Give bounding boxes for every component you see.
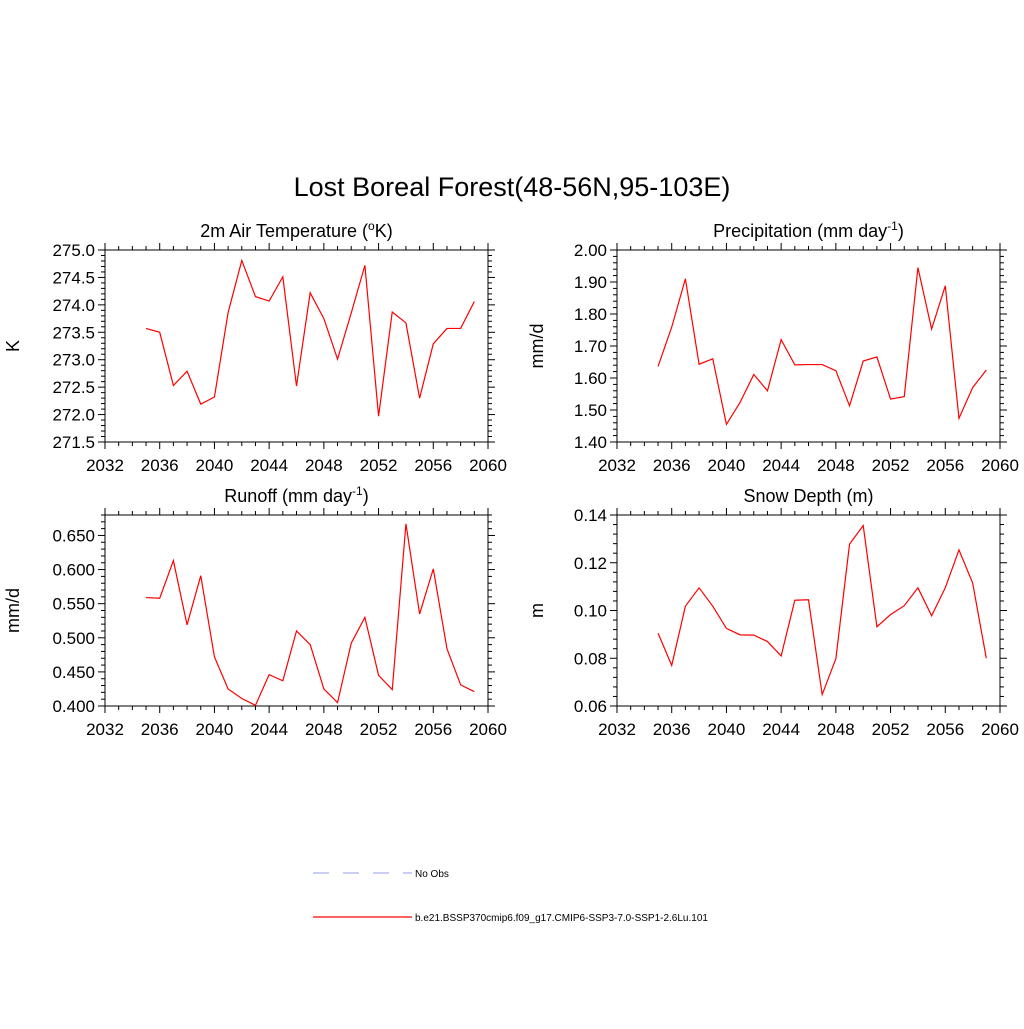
y-tick-label: 0.10 [574,602,607,621]
y-tick-label: 0.550 [52,595,95,614]
y-tick-label: 0.06 [574,697,607,716]
y-tick-label: 272.0 [52,406,95,425]
panel-title: Precipitation (mm day-1) [713,219,904,241]
panel-1: 2032 2036 2040 2044 2048 2052 2056 2060 271.5 272… [3,219,507,475]
x-tick-label: 2048 [817,456,855,475]
y-tick-label: 275.0 [52,241,95,260]
panel-title-sup: -1 [352,484,363,498]
y-tick-label: 1.70 [574,337,607,356]
x-tick-label: 2036 [653,720,691,739]
x-tick-label: 2032 [86,720,124,739]
y-tick-label: 273.5 [52,323,95,342]
legend: No Obs b.e21.BSSP370cmip6.f09_g17.CMIP6-S… [313,869,708,924]
panel-title-sup: o [368,219,375,233]
x-tick-label: 2044 [250,456,288,475]
y-tick-label: 0.08 [574,649,607,668]
series-line [657,523,987,697]
panel-title-main: Precipitation (mm day [713,221,887,241]
x-tick-label: 2044 [762,720,800,739]
y-tick-label: 1.50 [574,401,607,420]
y-tick-label: 0.600 [52,561,95,580]
x-tick-label: 2044 [250,720,288,739]
x-tick-label: 2052 [360,720,398,739]
x-tick-label: 2056 [926,720,964,739]
y-axis-label: mm/d [3,588,23,633]
y-tick-label: 0.12 [574,554,607,573]
y-tick-label: 2.00 [574,241,607,260]
x-tick-label: 2060 [981,456,1019,475]
x-tick-label: 2040 [708,720,746,739]
y-tick-label: 274.0 [52,296,95,315]
legend-label-1: No Obs [415,869,449,880]
figure-title: Lost Boreal Forest(48-56N,95-103E) [294,172,731,202]
x-tick-label: 2052 [360,456,398,475]
x-tick-label: 2044 [762,456,800,475]
x-tick-label: 2048 [305,456,343,475]
y-tick-label: 1.60 [574,369,607,388]
x-tick-label: 2056 [926,456,964,475]
y-tick-label: 273.0 [52,351,95,370]
y-tick-label: 0.14 [574,506,607,525]
y-tick-label: 274.5 [52,268,95,287]
y-tick-label: 272.5 [52,378,95,397]
panel-4: 2032 2036 2040 2044 2048 2052 2056 2060 0.06 0.08… [527,486,1019,739]
series-line [657,267,987,426]
panel-title-tail: ) [898,221,904,241]
panels: 2032 2036 2040 2044 2048 2052 2056 2060 271.5 272… [3,219,1019,739]
x-tick-label: 2032 [598,456,636,475]
x-tick-label: 2032 [598,720,636,739]
x-tick-label: 2040 [708,456,746,475]
plot-frame [104,514,489,707]
panel-title-main: 2m Air Temperature ( [200,221,368,241]
panel-title-main: Snow Depth (m) [743,486,873,506]
panel-title-sup: -1 [887,219,898,233]
plot-frame [616,514,1001,707]
panel-title: Snow Depth (m) [743,486,873,506]
y-tick-label: 1.90 [574,273,607,292]
y-tick-label: 1.80 [574,305,607,324]
x-tick-label: 2060 [981,720,1019,739]
x-tick-label: 2060 [469,720,507,739]
x-tick-label: 2036 [141,456,179,475]
x-tick-label: 2052 [872,720,910,739]
x-tick-label: 2048 [305,720,343,739]
x-tick-label: 2056 [414,456,452,475]
panel-2: 2032 2036 2040 2044 2048 2052 2056 2060 1.40 1.50… [527,219,1019,475]
y-tick-label: 0.450 [52,663,95,682]
series-line [145,258,475,417]
y-tick-label: 1.40 [574,433,607,452]
plot-frame [104,249,489,443]
x-tick-label: 2036 [653,456,691,475]
legend-label-2: b.e21.BSSP370cmip6.f09_g17.CMIP6-SSP3-7.… [415,913,708,924]
y-tick-label: 271.5 [52,433,95,452]
panel-title-main: Runoff (mm day [224,486,352,506]
x-tick-label: 2048 [817,720,855,739]
panel-title-tail: ) [363,486,369,506]
panel-3: 2032 2036 2040 2044 2048 2052 2056 2060 0.400 0.4… [3,484,507,739]
x-tick-label: 2052 [872,456,910,475]
y-axis-label: m [527,603,547,618]
y-tick-label: 0.500 [52,629,95,648]
y-axis-label: K [3,340,23,352]
x-tick-label: 2040 [196,720,234,739]
x-tick-label: 2056 [414,720,452,739]
x-tick-label: 2040 [196,456,234,475]
x-tick-label: 2036 [141,720,179,739]
series-line [146,523,475,707]
y-tick-label: 0.650 [52,526,95,545]
panel-title: 2m Air Temperature (oK) [200,219,392,241]
y-tick-label: 0.400 [52,697,95,716]
panel-title-tail: K) [375,221,393,241]
panel-title: Runoff (mm day-1) [224,484,368,506]
plot-frame [616,249,1001,443]
x-tick-label: 2032 [86,456,124,475]
y-axis-label: mm/d [527,324,547,369]
x-tick-label: 2060 [469,456,507,475]
